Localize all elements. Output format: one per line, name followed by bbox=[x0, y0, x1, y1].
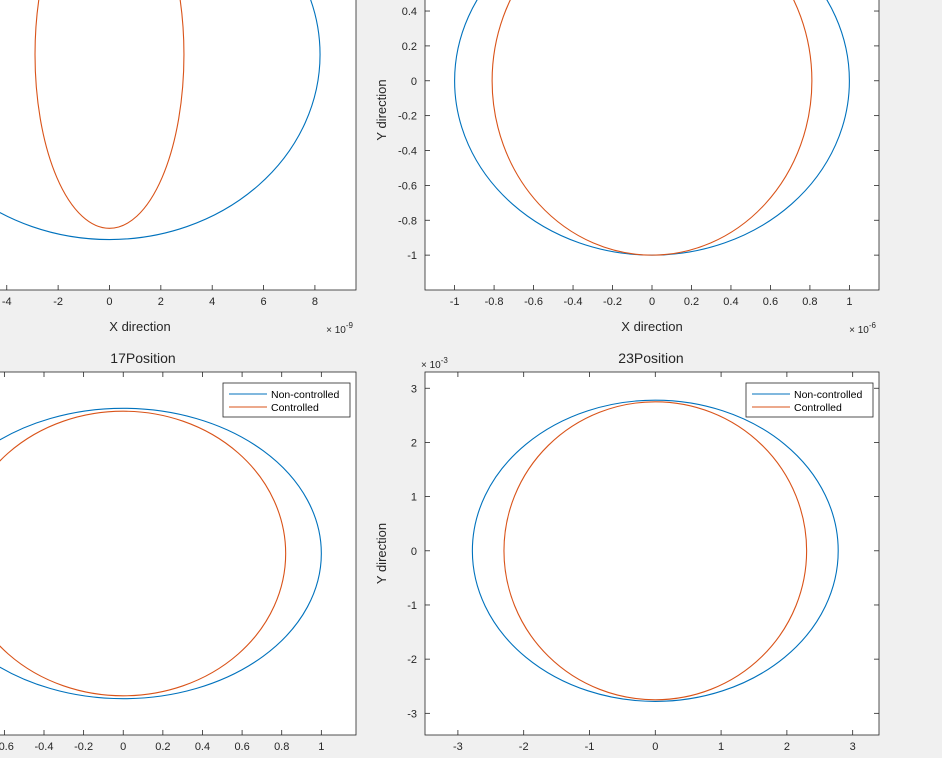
x-tick-label: 0 bbox=[106, 296, 112, 308]
series-non-controlled-curve bbox=[0, 0, 321, 241]
axes-box bbox=[0, 371, 357, 736]
x-tick-label: 0.4 bbox=[195, 741, 210, 753]
plot-area bbox=[425, 372, 879, 735]
y-tick-label: 2 bbox=[411, 437, 417, 449]
x-tick-label: 2 bbox=[784, 741, 790, 753]
axes-box bbox=[0, 0, 357, 291]
y-tick-label: -2 bbox=[407, 654, 417, 666]
x-tick-label: 2 bbox=[158, 296, 164, 308]
series-controlled-curve bbox=[491, 0, 813, 256]
axes-bottom-left: -0.6 -0.4 -0.2 0 0.2 0.4 0.6 0.8 1 17Position Non-… bbox=[0, 350, 357, 753]
legend-box bbox=[745, 382, 874, 418]
x-tick-label: -2 bbox=[53, 296, 63, 308]
x-exponent-label: × 10-9 bbox=[326, 321, 353, 336]
x-tick-label: -3 bbox=[453, 741, 463, 753]
plot-area bbox=[0, 0, 356, 290]
x-tick-label: 1 bbox=[718, 741, 724, 753]
x-tick-label: 6 bbox=[260, 296, 266, 308]
y-tick-label: -3 bbox=[407, 708, 417, 720]
x-tick-label: -0.6 bbox=[524, 296, 543, 308]
series-non-controlled-curve bbox=[0, 407, 322, 700]
x-tick-label: 0.8 bbox=[802, 296, 817, 308]
chart-title: 17Position bbox=[110, 350, 175, 366]
x-tick-label: -1 bbox=[585, 741, 595, 753]
x-tick-label: 0.6 bbox=[763, 296, 778, 308]
x-tick-label: 0.4 bbox=[723, 296, 738, 308]
x-tick-label: 0.2 bbox=[155, 741, 170, 753]
axes-bottom-right: -3 -2 -1 0 1 2 3 -3 -2 -1 0 1 2 3 Y direction 23Positio… bbox=[374, 350, 880, 753]
y-tick-label: -0.4 bbox=[398, 146, 417, 158]
legend-label: Controlled bbox=[271, 402, 319, 414]
y-tick-label: 0 bbox=[411, 76, 417, 88]
x-tick-label: -0.2 bbox=[74, 741, 93, 753]
x-tick-label: 0.8 bbox=[274, 741, 289, 753]
x-tick-label: 0.6 bbox=[234, 741, 249, 753]
x-tick-label: 0.2 bbox=[684, 296, 699, 308]
x-tick-label: 3 bbox=[850, 741, 856, 753]
x-tick-label: 4 bbox=[209, 296, 215, 308]
x-tick-label: 0 bbox=[652, 741, 658, 753]
chart-title: 23Position bbox=[618, 350, 683, 366]
x-tick-label: -1 bbox=[450, 296, 460, 308]
x-tick-label: -0.4 bbox=[35, 741, 54, 753]
y-tick-label: -1 bbox=[407, 600, 417, 612]
axes-top-right: -1 -0.8 -0.6 -0.4 -0.2 0 0.2 0.4 0.6 0.8 1 -1 -0.8 -0… bbox=[374, 0, 880, 336]
x-axis-label: X direction bbox=[109, 319, 170, 334]
legend-label: Controlled bbox=[794, 402, 842, 414]
series-non-controlled-curve bbox=[471, 399, 839, 702]
y-tick-label: 3 bbox=[411, 383, 417, 395]
x-tick-label: -0.4 bbox=[564, 296, 583, 308]
series-controlled-curve bbox=[0, 410, 287, 697]
y-axis-label: Y direction bbox=[374, 523, 389, 584]
x-tick-label: 0 bbox=[120, 741, 126, 753]
y-tick-label: 0 bbox=[411, 546, 417, 558]
x-tick-label: -0.6 bbox=[0, 741, 14, 753]
plot-area bbox=[0, 372, 356, 735]
y-axis-label: Y direction bbox=[374, 79, 389, 140]
x-axis-label: X direction bbox=[621, 319, 682, 334]
legend-label: Non-controlled bbox=[794, 389, 862, 401]
legend-label: Non-controlled bbox=[271, 389, 339, 401]
axes-top-left: -4 -2 0 2 4 6 8 X direction × 10-9 bbox=[0, 0, 357, 336]
y-tick-label: -0.6 bbox=[398, 180, 417, 192]
y-tick-label: -0.8 bbox=[398, 215, 417, 227]
axes-box bbox=[424, 371, 880, 736]
legend-box bbox=[222, 382, 351, 418]
x-tick-label: -0.8 bbox=[485, 296, 504, 308]
x-tick-label: 0 bbox=[649, 296, 655, 308]
x-tick-label: -0.2 bbox=[603, 296, 622, 308]
x-tick-label: -2 bbox=[519, 741, 529, 753]
y-tick-label: 0.4 bbox=[402, 6, 417, 18]
x-tick-label: -4 bbox=[2, 296, 12, 308]
x-tick-label: 8 bbox=[312, 296, 318, 308]
plot-area bbox=[425, 0, 879, 290]
x-tick-label: 1 bbox=[846, 296, 852, 308]
y-exponent-label: × 10-3 bbox=[421, 356, 448, 371]
y-tick-label: -1 bbox=[407, 250, 417, 262]
y-tick-label: -0.2 bbox=[398, 111, 417, 123]
x-tick-label: 1 bbox=[318, 741, 324, 753]
y-tick-label: 0.2 bbox=[402, 41, 417, 53]
series-controlled-curve bbox=[503, 401, 808, 701]
y-tick-label: 1 bbox=[411, 492, 417, 504]
series-controlled-curve bbox=[34, 0, 185, 229]
x-exponent-label: × 10-6 bbox=[849, 321, 876, 336]
